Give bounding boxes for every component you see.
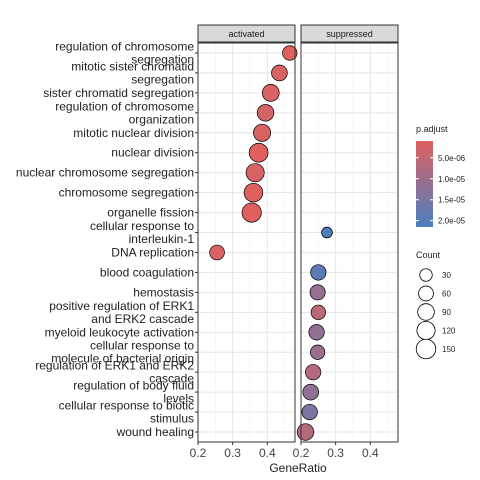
x-tick-label: 0.2	[190, 446, 207, 460]
data-point	[245, 163, 265, 183]
x-tick-label: 0.2	[293, 446, 310, 460]
y-tick-label: myeloid leukocyte activation	[45, 325, 194, 339]
data-point	[248, 142, 269, 163]
facet-strip-label: activated	[228, 29, 264, 39]
y-tick-label: organelle fission	[107, 206, 194, 220]
data-point	[261, 84, 280, 102]
y-tick-label: regulation of chromosome segregation	[55, 39, 194, 66]
data-point	[310, 264, 327, 281]
y-tick-label: nuclear division	[111, 146, 194, 160]
facet-panels: activated 0.2 0.3 0.4 suppressed 0.2 0.3 0.4	[190, 24, 399, 460]
facet-strip	[300, 24, 399, 43]
y-tick-label: nuclear chromosome segregation	[16, 166, 194, 180]
count-legend: Count 30 60 90 120 150	[415, 250, 456, 360]
color-bar	[416, 141, 433, 227]
panel-border	[300, 42, 399, 443]
data-point	[296, 423, 315, 441]
p-adjust-legend: p.adjust 5.0e-06 1.0e-05 1.5e-05 2.0e-05	[416, 124, 466, 227]
color-legend-label: 1.5e-05	[438, 196, 466, 205]
x-tick-label: 0.3	[224, 446, 241, 460]
data-point	[209, 244, 225, 261]
x-axis-title: GeneRatio	[269, 461, 327, 475]
x-tick-label: 0.3	[327, 446, 344, 460]
y-tick-label: regulation of ERK1 and ERK2 cascade	[35, 359, 194, 386]
y-tick-label: positive regulation of ERK1 and ERK2 casc…	[49, 299, 194, 326]
data-point	[241, 202, 262, 223]
y-tick-label: wound healing	[116, 425, 194, 439]
data-point	[256, 104, 275, 122]
x-tick-label: 0.4	[362, 446, 379, 460]
data-point	[302, 383, 319, 401]
panel-activated: activated 0.2 0.3 0.4	[190, 24, 298, 460]
size-legend-label: 150	[442, 345, 456, 354]
y-tick-label: cellular response to interleukin-1	[90, 219, 194, 246]
data-point	[309, 284, 326, 301]
y-tick-label: sister chromatid segregation	[43, 86, 194, 100]
size-legend-label: 60	[442, 290, 451, 299]
facet-strip-label: suppressed	[326, 29, 373, 39]
data-point	[321, 226, 333, 239]
y-axis-labels: regulation of chromosome segregationmitot…	[16, 39, 198, 439]
y-tick-label: regulation of body fluid levels	[73, 379, 194, 406]
y-tick-label: cellular response to molecule of bacteria…	[51, 339, 194, 366]
size-legend-key	[416, 321, 436, 340]
y-tick-label: cellular response to biotic stimulus	[59, 399, 194, 426]
color-legend-label: 5.0e-06	[438, 154, 466, 163]
data-point	[301, 403, 318, 421]
size-legend-label: 90	[442, 308, 451, 317]
y-tick-label: regulation of chromosome organization	[55, 99, 194, 126]
panel-background	[301, 43, 398, 442]
size-legend-title: Count	[416, 250, 441, 260]
facet-strip	[197, 24, 296, 43]
data-point	[310, 304, 326, 320]
y-tick-label: chromosome segregation	[59, 186, 194, 200]
y-tick-label: mitotic sister chromatid segregation	[71, 59, 194, 86]
data-point	[243, 182, 264, 203]
data-point	[282, 45, 298, 61]
data-point	[310, 344, 326, 360]
size-legend-label: 30	[442, 271, 451, 280]
panel-suppressed: suppressed 0.2 0.3 0.4	[293, 24, 399, 460]
color-legend-title: p.adjust	[416, 124, 448, 134]
data-point	[308, 324, 325, 341]
color-legend-label: 1.0e-05	[438, 175, 466, 184]
size-legend-key	[418, 285, 434, 302]
size-legend-key	[415, 338, 437, 360]
y-tick-label: hemostasis	[133, 285, 194, 299]
panel-background	[198, 43, 295, 442]
y-tick-label: mitotic nuclear division	[73, 126, 194, 140]
data-point	[271, 64, 288, 82]
y-tick-label: DNA replication	[111, 245, 194, 259]
size-legend-key	[417, 303, 435, 321]
color-legend-label: 2.0e-05	[438, 217, 466, 226]
size-legend-label: 120	[442, 327, 456, 336]
panel-border	[197, 42, 296, 443]
data-point	[253, 123, 272, 142]
size-legend-key	[419, 268, 433, 282]
x-tick-label: 0.4	[259, 446, 276, 460]
y-tick-label: blood coagulation	[100, 265, 194, 279]
data-point	[305, 364, 322, 381]
